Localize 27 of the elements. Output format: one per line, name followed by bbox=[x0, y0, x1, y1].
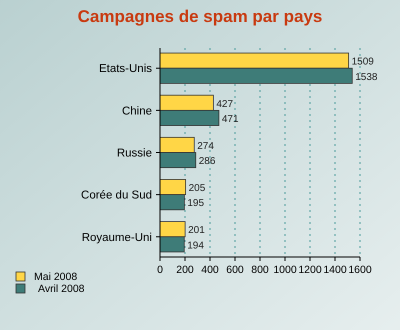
data-label: 427 bbox=[216, 98, 234, 110]
data-label: 195 bbox=[187, 198, 204, 210]
x-tick-label: 800 bbox=[251, 264, 269, 276]
x-tick-label: 400 bbox=[201, 264, 219, 276]
data-label: 194 bbox=[187, 240, 204, 252]
y-tick-label: Corée du Sud bbox=[81, 190, 152, 202]
x-tick-label: 0 bbox=[157, 264, 164, 276]
data-label: 205 bbox=[188, 183, 206, 194]
legend-label: Mai 2008 bbox=[34, 271, 78, 283]
data-label: 471 bbox=[222, 114, 239, 125]
data-label: 201 bbox=[188, 225, 206, 236]
y-tick-label: Etats-Unis bbox=[98, 63, 152, 76]
data-label: 1538 bbox=[355, 72, 378, 83]
data-label: 274 bbox=[197, 140, 214, 152]
x-tick-label: 200 bbox=[176, 264, 194, 276]
y-tick-label: Chine bbox=[122, 105, 152, 118]
x-tick-label: 1000 bbox=[273, 264, 297, 276]
x-tick-label: 1200 bbox=[298, 264, 322, 276]
data-label: 286 bbox=[198, 156, 216, 168]
y-tick-label: Russie bbox=[116, 148, 152, 160]
x-tick-label: 1600 bbox=[348, 264, 372, 276]
x-tick-label: 1400 bbox=[323, 264, 347, 276]
y-tick-label: Royaume-Uni bbox=[82, 232, 152, 244]
x-tick-label: 600 bbox=[226, 264, 244, 276]
data-label: 1509 bbox=[352, 56, 374, 68]
legend-label: Avril 2008 bbox=[38, 283, 85, 295]
chart-title: Campagnes de spam par pays bbox=[78, 7, 322, 26]
